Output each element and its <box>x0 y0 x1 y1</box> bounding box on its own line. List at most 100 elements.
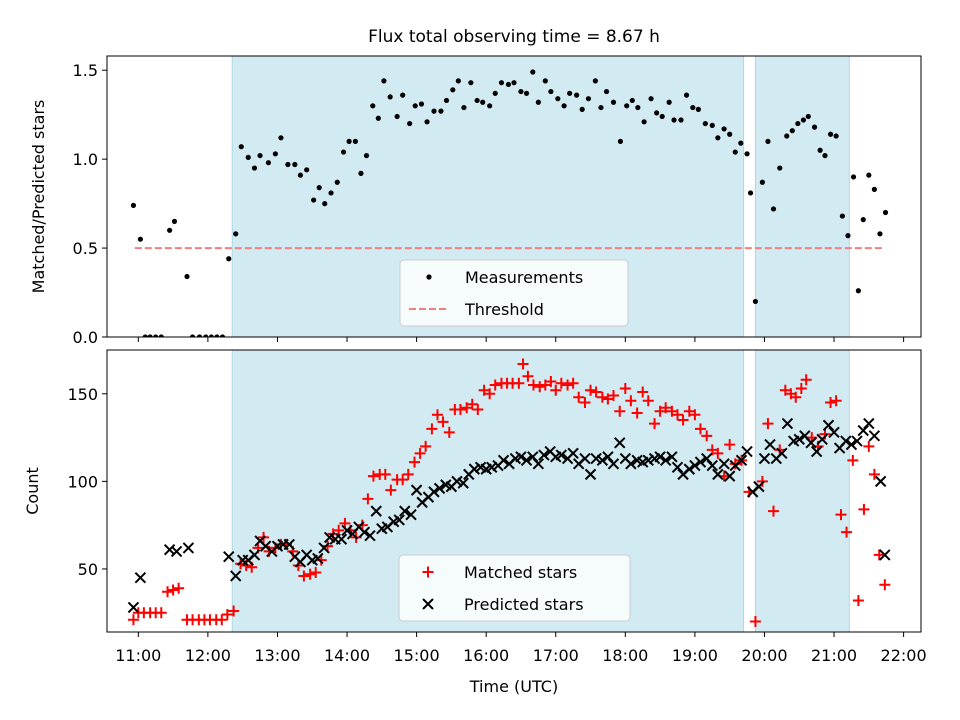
matched-star-point <box>484 388 496 400</box>
measurement-point <box>695 106 701 112</box>
axes-frame <box>106 55 922 338</box>
measurement-point <box>598 104 604 111</box>
matched-star-point <box>567 377 579 389</box>
measurement-point <box>822 152 828 159</box>
matched-star-point <box>660 402 672 414</box>
measurement-point <box>617 138 624 144</box>
measurement-point <box>214 334 220 337</box>
measurement-point <box>770 206 777 212</box>
matched-star-point <box>625 395 637 407</box>
matched-star-point <box>155 607 167 619</box>
matched-star-point <box>409 456 421 468</box>
measurement-point <box>592 78 599 84</box>
measurement-point <box>817 147 823 153</box>
x-tick-label: 21:00 <box>811 646 857 665</box>
matched-star-point <box>127 614 139 626</box>
matched-star-point <box>756 475 768 487</box>
legend-box <box>398 554 631 622</box>
measurement-point <box>196 334 203 337</box>
predicted-star-point <box>433 482 446 495</box>
plot-area <box>127 358 891 627</box>
matched-star-point <box>712 447 724 459</box>
measurement-point <box>292 161 298 168</box>
matched-star-point <box>847 454 859 466</box>
measurement-point <box>468 80 474 86</box>
measurement-point <box>727 131 733 137</box>
legend-marker-matched <box>422 566 434 578</box>
measurement-point <box>424 119 430 125</box>
measurement-point <box>412 103 418 109</box>
x-tick-label: 16:00 <box>463 646 509 665</box>
legend: Measurements Threshold <box>399 259 629 327</box>
predicted-star-point <box>497 454 510 467</box>
predicted-star-point <box>163 543 176 556</box>
legend-label: Predicted stars <box>464 595 584 614</box>
predicted-star-point <box>405 508 417 521</box>
predicted-star-point <box>567 447 579 460</box>
predicted-star-point <box>706 459 718 472</box>
matched-star-point <box>749 615 761 627</box>
y-tick-label: 0.0 <box>73 328 98 347</box>
measurement-point <box>839 213 845 219</box>
matched-star-point <box>683 405 695 417</box>
predicted-star-point <box>532 458 545 470</box>
matched-star-point <box>585 384 597 396</box>
measurement-point <box>505 81 512 88</box>
measurement-point <box>777 165 783 171</box>
measurement-point <box>585 96 592 102</box>
measurement-point <box>297 172 304 178</box>
matched-star-point <box>414 447 426 459</box>
legend-marker-predicted <box>422 598 434 610</box>
measurement-point <box>795 120 801 127</box>
measurement-point <box>322 201 328 207</box>
matched-star-point <box>478 384 490 396</box>
measurement-point <box>702 120 708 127</box>
predicted-star-point <box>701 452 713 465</box>
measurement-point <box>654 110 660 116</box>
y-tick-label: 50 <box>78 560 98 579</box>
matched-star-point <box>774 444 786 456</box>
matched-star-point <box>454 404 466 416</box>
measurement-point <box>272 151 278 157</box>
measurement-point <box>208 334 214 337</box>
predicted-star-point <box>741 445 753 458</box>
measurement-point <box>800 117 807 123</box>
matched-star-point <box>443 426 455 438</box>
predicted-star-point <box>393 514 405 526</box>
measurement-point <box>153 334 159 337</box>
measurement-point <box>603 88 610 95</box>
measurement-point <box>265 160 272 166</box>
matched-star-point <box>426 423 438 435</box>
matched-star-point <box>795 383 807 395</box>
predicted-star-point <box>527 451 539 463</box>
measurement-point <box>443 97 450 104</box>
matched-star-point <box>573 391 585 403</box>
matched-star-point <box>379 468 391 480</box>
measurement-point <box>431 108 437 114</box>
matched-star-point <box>619 383 631 395</box>
measurement-point <box>438 108 444 114</box>
measurement-point <box>833 133 839 139</box>
series-predicted-stars <box>127 417 891 614</box>
predicted-star-point <box>654 451 666 463</box>
measurement-point <box>805 113 811 120</box>
predicted-star-point <box>753 480 765 493</box>
measurement-point <box>855 288 861 294</box>
matched-star-point <box>596 391 608 403</box>
x-tick-label: 20:00 <box>741 646 787 665</box>
matched-star-point <box>677 414 689 426</box>
matched-star-point <box>315 554 327 566</box>
matched-star-point <box>689 409 701 421</box>
measurement-point <box>752 298 759 305</box>
matched-star-point <box>868 468 880 480</box>
measurement-point <box>648 96 654 102</box>
measurement-point <box>285 161 291 168</box>
matched-star-point <box>858 503 870 515</box>
measurement-point <box>877 231 883 237</box>
predicted-star-point <box>607 458 620 470</box>
predicted-star-point <box>410 484 423 496</box>
matched-star-point <box>873 549 885 561</box>
matched-star-point <box>724 439 736 451</box>
matched-star-point <box>800 374 812 386</box>
measurement-point <box>278 135 284 141</box>
